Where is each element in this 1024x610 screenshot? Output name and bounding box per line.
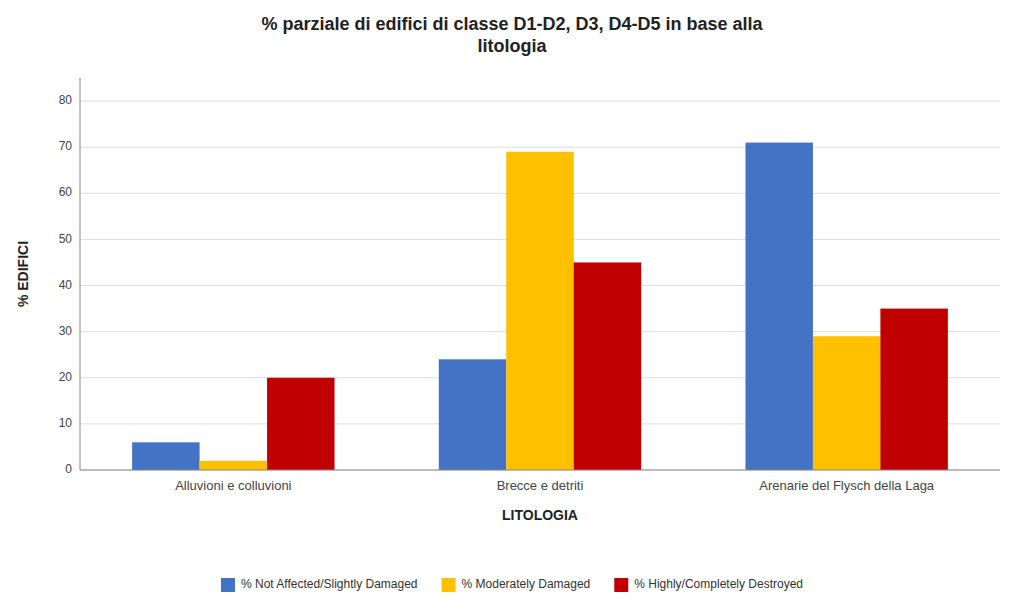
title-line: litologia [478, 36, 548, 56]
bar [880, 309, 947, 470]
bar [200, 461, 267, 470]
y-axis-label: % EDIFICI [15, 241, 31, 307]
legend-swatch [221, 578, 235, 592]
legend-label: % Highly/Completely Destroyed [634, 577, 803, 591]
bar [574, 262, 641, 470]
bar [267, 378, 334, 470]
grid-line [80, 101, 1000, 102]
y-tick-label: 30 [59, 324, 73, 338]
y-tick-label: 10 [59, 416, 73, 430]
bar [506, 152, 573, 470]
y-tick-label: 70 [59, 139, 73, 153]
grid-line [80, 147, 1000, 148]
bar [132, 442, 199, 470]
legend-swatch [614, 578, 628, 592]
x-tick-label: Brecce e detriti [497, 478, 584, 493]
legend-label: % Moderately Damaged [462, 577, 591, 591]
legend: % Not Affected/Slightly Damaged % Moderat… [221, 577, 803, 592]
legend-item: % Not Affected/Slightly Damaged [221, 577, 418, 592]
x-tick-label: Alluvioni e colluvioni [175, 478, 291, 493]
title-line: % parziale di edifici di classe D1-D2, D… [261, 14, 763, 34]
y-tick-label: 50 [59, 232, 73, 246]
title: % parziale di edifici di classe D1-D2, D… [261, 14, 763, 56]
bar [813, 336, 880, 470]
x-axis-label: LITOLOGIA [502, 507, 578, 523]
y-tick-label: 60 [59, 185, 73, 199]
bar [745, 143, 812, 470]
legend-swatch [442, 578, 456, 592]
x-tick-label: Arenarie del Flysch della Laga [759, 478, 935, 493]
grid [80, 101, 1000, 470]
bars [132, 143, 948, 470]
legend-item: % Highly/Completely Destroyed [614, 577, 803, 592]
legend-label: % Not Affected/Slightly Damaged [241, 577, 418, 591]
y-axis-line [80, 78, 81, 470]
chart: % parziale di edifici di classe D1-D2, D… [0, 0, 1024, 610]
y-tick-label: 0 [65, 462, 72, 476]
y-tick-label: 40 [59, 278, 73, 292]
legend-item: % Moderately Damaged [442, 577, 591, 592]
y-tick-label: 80 [59, 93, 73, 107]
y-tick-label: 20 [59, 370, 73, 384]
x-axis-line [80, 470, 1000, 471]
chart-container: % parziale di edifici di classe D1-D2, D… [0, 0, 1024, 610]
grid-line [80, 470, 1000, 471]
bar [439, 359, 506, 470]
